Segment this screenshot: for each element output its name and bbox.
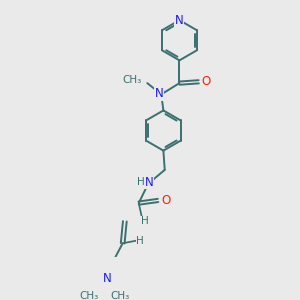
Text: N: N <box>175 14 184 27</box>
Text: N: N <box>103 272 111 285</box>
Text: CH₃: CH₃ <box>122 75 141 85</box>
Text: CH₃: CH₃ <box>111 291 130 300</box>
Text: CH₃: CH₃ <box>79 291 98 300</box>
Text: O: O <box>161 194 170 207</box>
Text: N: N <box>155 87 164 100</box>
Text: H: H <box>136 236 144 246</box>
Text: N: N <box>145 176 154 189</box>
Text: H: H <box>141 216 148 226</box>
Text: H: H <box>137 177 145 187</box>
Text: O: O <box>202 75 211 88</box>
